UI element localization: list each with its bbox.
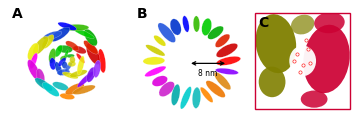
Ellipse shape [33,36,48,55]
Ellipse shape [36,69,45,84]
Ellipse shape [146,45,165,56]
Ellipse shape [55,62,62,75]
Ellipse shape [206,81,225,98]
Ellipse shape [65,62,72,72]
Ellipse shape [159,82,175,97]
Ellipse shape [62,72,78,79]
Ellipse shape [55,45,63,57]
Ellipse shape [76,53,85,63]
Ellipse shape [50,27,70,42]
Ellipse shape [42,35,54,49]
Ellipse shape [57,45,73,53]
Ellipse shape [259,67,285,97]
Ellipse shape [73,28,94,38]
Ellipse shape [86,43,100,64]
Ellipse shape [58,22,76,30]
Ellipse shape [183,16,189,32]
Ellipse shape [289,46,316,76]
Ellipse shape [215,34,230,47]
Ellipse shape [256,14,296,73]
Ellipse shape [303,25,350,93]
Ellipse shape [143,57,165,65]
Ellipse shape [60,56,66,61]
Ellipse shape [65,41,79,51]
Ellipse shape [192,87,201,108]
Ellipse shape [87,67,96,82]
Ellipse shape [84,40,98,54]
Ellipse shape [291,15,314,34]
Ellipse shape [70,56,75,63]
Ellipse shape [152,76,167,86]
Ellipse shape [208,26,223,39]
Text: C: C [259,16,269,30]
Text: B: B [136,7,147,21]
Ellipse shape [301,91,327,108]
Ellipse shape [50,58,56,70]
Ellipse shape [73,46,86,54]
Ellipse shape [158,23,176,43]
Ellipse shape [65,83,84,95]
Ellipse shape [200,87,213,102]
Ellipse shape [62,61,67,69]
Ellipse shape [73,85,95,94]
Ellipse shape [214,72,231,90]
Ellipse shape [145,66,166,77]
Ellipse shape [202,18,212,36]
Ellipse shape [35,78,52,91]
Ellipse shape [28,60,40,80]
Ellipse shape [68,61,76,67]
Ellipse shape [60,93,75,100]
Ellipse shape [70,70,87,77]
Ellipse shape [77,71,94,87]
Ellipse shape [49,48,56,63]
Ellipse shape [30,53,38,69]
Text: A: A [12,7,23,21]
Ellipse shape [216,68,239,75]
Ellipse shape [28,43,39,61]
Ellipse shape [93,60,101,78]
Ellipse shape [77,56,84,75]
Ellipse shape [180,87,192,109]
Ellipse shape [57,69,70,75]
Ellipse shape [154,35,166,46]
Ellipse shape [171,84,180,105]
Ellipse shape [314,12,345,33]
Ellipse shape [216,56,241,65]
Ellipse shape [67,54,74,58]
Ellipse shape [63,24,89,31]
Ellipse shape [170,19,181,35]
Ellipse shape [58,58,66,66]
Ellipse shape [98,49,106,73]
Ellipse shape [64,50,68,61]
Ellipse shape [43,31,62,40]
Ellipse shape [216,43,238,57]
Ellipse shape [42,82,59,97]
Text: 8 nm: 8 nm [198,69,218,78]
Ellipse shape [84,29,97,46]
Ellipse shape [52,82,69,90]
Ellipse shape [193,16,200,32]
